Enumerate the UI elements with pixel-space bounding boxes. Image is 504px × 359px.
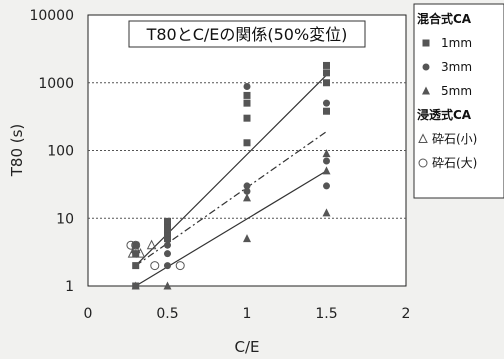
- y-tick-label: 10000: [29, 8, 74, 24]
- data-point-square: [323, 61, 330, 69]
- y-tick-label: 1: [65, 279, 74, 295]
- x-axis-title: C/E: [234, 338, 259, 356]
- data-point-circle: [323, 157, 330, 165]
- data-point-square: [243, 99, 251, 107]
- legend-entry-label: 砕石(小): [432, 131, 477, 146]
- legend-entry-label: 5mm: [441, 84, 472, 98]
- data-point-triangle-open: [127, 248, 138, 258]
- gridlines: [88, 82, 406, 219]
- legend-marker-triangle-open: [418, 133, 428, 143]
- data-points: [126, 61, 331, 290]
- legend-marker-square: [422, 39, 430, 47]
- trend-line: [135, 131, 327, 267]
- data-point-circle: [243, 83, 251, 91]
- data-point-circle: [164, 241, 171, 249]
- y-axis-title: T80 (s): [8, 124, 26, 178]
- data-point-square: [164, 225, 171, 233]
- data-point-triangle: [322, 149, 331, 158]
- data-point-triangle: [243, 193, 251, 202]
- data-point-triangle: [243, 234, 251, 243]
- legend-marker-circle-open: [418, 158, 428, 168]
- data-point-triangle: [131, 281, 140, 290]
- data-point-triangle: [322, 208, 331, 217]
- legend-marker-triangle: [422, 86, 430, 95]
- x-tick-label: 1.5: [315, 306, 337, 322]
- data-point-circle: [243, 187, 251, 195]
- legend: 混合式CA 1mm 3mm 5mm 浸透式CA 砕石(小) 砕石(大): [417, 11, 477, 170]
- data-point-circle: [323, 99, 330, 107]
- y-tick-labels: 1 10 100 1000 10000: [29, 8, 74, 295]
- x-tick-label: 0: [84, 306, 93, 322]
- legend-entry-label: 砕石(大): [432, 155, 477, 170]
- data-point-circle: [323, 182, 330, 190]
- data-point-triangle-open: [146, 239, 157, 250]
- data-point-circle-open: [126, 240, 136, 250]
- data-point-square: [323, 107, 330, 115]
- y-tick-label: 10: [56, 211, 74, 227]
- legend-group-title: 浸透式CA: [417, 107, 472, 122]
- legend-marker-circle: [422, 63, 430, 71]
- x-tick-label: 1: [243, 306, 252, 322]
- x-tick-labels: 0 0.5 1 1.5 2: [84, 306, 411, 322]
- legend-entry-label: 1mm: [441, 36, 472, 50]
- data-point-circle: [164, 250, 171, 258]
- data-point-circle-open: [175, 261, 185, 271]
- x-tick-label: 2: [402, 306, 411, 322]
- y-tick-label: 1000: [38, 76, 74, 92]
- data-point-square: [164, 235, 171, 243]
- legend-box: [413, 3, 504, 199]
- data-point-triangle: [163, 281, 172, 290]
- data-point-circle: [243, 182, 251, 190]
- data-point-square: [243, 139, 251, 147]
- data-point-circle: [164, 262, 171, 270]
- data-point-square: [243, 114, 251, 122]
- data-point-square: [323, 69, 330, 77]
- y-tick-label: 100: [47, 144, 74, 160]
- legend-entry-label: 3mm: [441, 60, 472, 74]
- data-point-square: [132, 262, 140, 270]
- data-point-triangle: [322, 166, 331, 175]
- title-box: [128, 20, 366, 48]
- data-point-square: [323, 79, 330, 87]
- data-point-square: [243, 91, 251, 99]
- data-point-square: [164, 229, 171, 237]
- x-tick-label: 0.5: [156, 306, 178, 322]
- data-point-circle-open: [150, 261, 160, 271]
- data-point-circle-open: [131, 240, 141, 250]
- chart-title: T80とC/Eの関係(50%変位): [146, 25, 348, 44]
- data-point-triangle-open: [135, 248, 146, 258]
- data-point-square: [164, 217, 171, 225]
- legend-group-title: 混合式CA: [417, 11, 472, 26]
